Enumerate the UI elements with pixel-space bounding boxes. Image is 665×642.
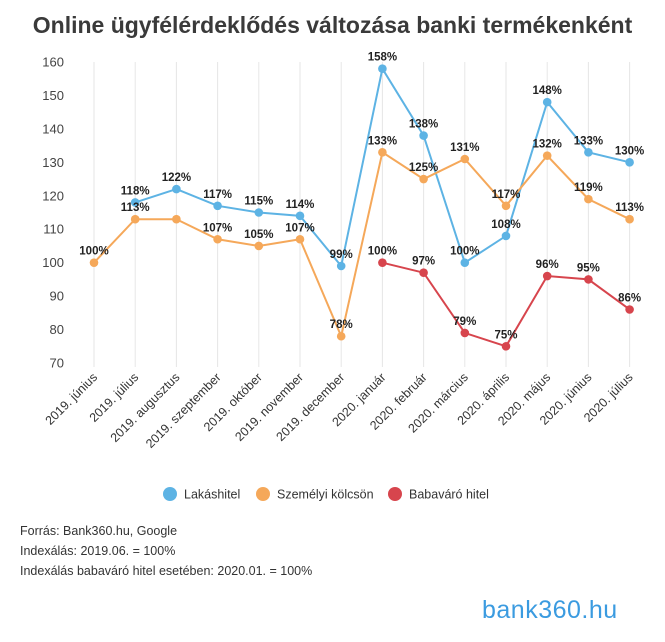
data-point [419,174,428,184]
series-line-1 [93,150,631,340]
data-point [213,234,222,244]
data-label: 97% [412,256,435,268]
data-label: 100% [368,246,397,258]
grid-lines [93,62,631,367]
x-tick-label: 2019. szeptember [143,370,224,451]
data-point [625,214,634,224]
data-point [213,201,222,211]
data-label: 130% [615,145,644,157]
babavaro-index-note: Indexálás babaváró hitel esetében: 2020.… [20,564,313,578]
data-label: 100% [79,246,108,258]
data-labels: 118% 122% 117% 115% 114% 99% 158% 138% 100% 108% 1… [79,52,644,342]
data-point [89,258,99,267]
data-point [419,268,428,278]
data-label: 133% [574,135,603,147]
data-label: 79% [453,316,476,328]
bank360-logo: bank360.hu [482,596,618,624]
data-label: 107% [203,222,232,234]
legend-label: Babaváró hitel [409,488,489,502]
data-point [130,198,140,207]
data-point [130,214,140,224]
data-point [542,151,552,160]
data-label: 113% [121,202,150,214]
y-tick-label: 70 [50,356,64,371]
data-point [584,275,593,284]
y-tick-label: 130 [42,155,64,170]
data-point [584,148,593,157]
data-label: 117% [203,189,232,201]
legend-label: Személyi kölcsön [277,488,374,502]
legend: Lakáshitel Személyi kölcsön Babaváró hitel [163,487,489,502]
data-point [460,258,470,267]
data-point [254,241,264,251]
data-label: 132% [532,139,561,151]
data-point [584,194,593,204]
data-label: 122% [162,172,191,184]
data-point [378,64,387,73]
legend-marker [256,487,270,501]
y-tick-label: 110 [43,222,64,237]
y-tick-label: 120 [42,188,64,203]
index-note: Indexálás: 2019.06. = 100% [20,544,176,558]
legend-marker [163,487,177,501]
data-label: 117% [492,189,521,201]
series-group [89,64,634,351]
data-label: 148% [532,85,561,97]
data-label: 78% [330,319,353,331]
data-label: 114% [286,199,315,211]
footer-notes: Forrás: Bank360.hu, Google Indexálás: 20… [20,521,312,581]
data-label: 108% [491,219,520,231]
y-axis: 70 80 90 100 110 120 130 140 150 160 [42,55,64,371]
data-point [625,158,634,167]
legend-marker [388,487,402,501]
y-tick-label: 80 [50,322,64,337]
data-label: 115% [244,196,273,208]
data-point [625,305,634,314]
data-point [378,258,387,267]
data-label: 113% [615,202,644,214]
data-label: 118% [121,185,150,197]
data-point [378,148,387,157]
data-label: 107% [285,222,314,234]
legend-label: Lakáshitel [184,488,240,502]
data-label: 86% [618,292,641,304]
data-label: 105% [244,229,273,241]
data-label: 96% [536,259,559,271]
source-note: Forrás: Bank360.hu, Google [20,524,178,538]
data-point [501,341,511,351]
data-point [460,154,470,164]
data-point [501,231,511,241]
y-tick-label: 100 [42,255,64,270]
y-tick-label: 150 [42,88,64,103]
data-point [254,208,264,217]
data-point [501,201,511,211]
data-label: 125% [409,162,438,174]
data-label: 133% [368,135,397,147]
data-label: 138% [409,119,438,131]
data-label: 100% [450,246,479,258]
data-point [542,271,552,281]
data-point [172,184,181,194]
data-point [295,234,305,244]
data-point [336,331,346,341]
data-point [460,328,470,338]
data-point [542,97,552,107]
data-label: 95% [577,262,600,274]
data-label: 119% [574,182,603,194]
y-tick-label: 140 [42,121,64,136]
chart-title: Online ügyfélérdeklődés változása banki … [32,12,633,38]
data-label: 99% [330,249,353,261]
data-point [295,211,305,221]
data-label: 75% [494,329,517,341]
data-point [419,131,428,140]
data-label: 131% [450,142,479,154]
y-tick-label: 90 [50,289,64,304]
y-tick-label: 160 [42,55,64,70]
data-point [172,214,181,224]
data-label: 158% [368,52,397,64]
data-point [336,261,346,271]
